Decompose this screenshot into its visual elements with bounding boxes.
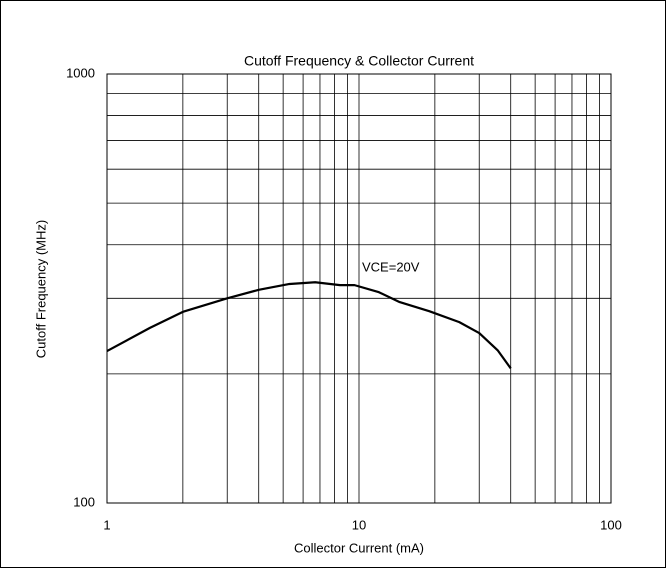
- annotation: VCE=20V: [362, 259, 420, 274]
- x-tick-label: 100: [600, 517, 622, 532]
- y-tick-label: 1000: [66, 65, 95, 80]
- plot-border: [106, 73, 612, 504]
- x-axis-label: Collector Current (mA): [294, 540, 424, 555]
- x-tick-label: 1: [103, 517, 110, 532]
- y-axis-label: Cutoff Frequency (MHz): [33, 220, 48, 358]
- x-tick-label: 10: [352, 517, 366, 532]
- chart-title: Cutoff Frequency & Collector Current: [244, 53, 474, 69]
- y-tick-label: 100: [73, 494, 95, 509]
- line: [106, 281, 512, 369]
